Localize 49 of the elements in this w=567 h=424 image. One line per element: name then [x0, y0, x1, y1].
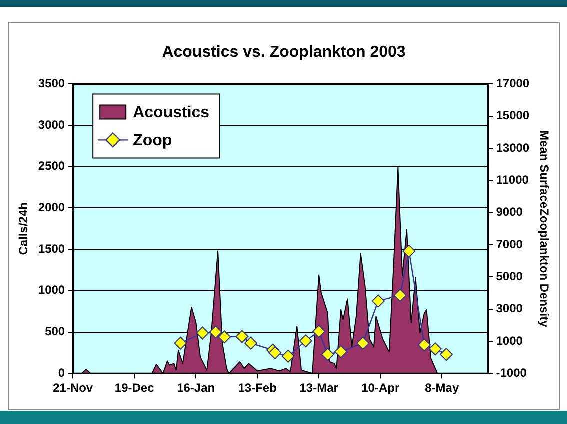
- y2-tick-label: 9000: [496, 205, 524, 220]
- y2-axis-title: Mean SurfaceZooplankton Density: [537, 130, 552, 328]
- point: [440, 348, 453, 362]
- y2-tick-label: 15000: [496, 108, 530, 123]
- point: [312, 325, 326, 338]
- x-tick-label: 16-Jan: [177, 381, 216, 396]
- point: [282, 350, 295, 363]
- point: [402, 244, 416, 258]
- y-tick-label: 1000: [38, 283, 66, 298]
- legend-label: Acoustics: [133, 104, 210, 122]
- point: [372, 294, 385, 308]
- y2-tick-label: 17000: [496, 76, 530, 91]
- legend-label: Zoop: [133, 132, 172, 150]
- x-tick-label: 13-Feb: [238, 381, 277, 396]
- point: [244, 336, 258, 350]
- y-tick-label: 2500: [38, 159, 66, 174]
- point: [429, 342, 442, 356]
- y2-tick-label: 1000: [496, 334, 524, 348]
- y2-tick-label: 13000: [496, 140, 530, 155]
- x-tick-label: 13-Mar: [300, 381, 339, 396]
- x-tick-label: 19-Dec: [114, 381, 155, 396]
- point: [356, 336, 370, 350]
- chart-title: Acoustics vs. Zooplankton 2003: [162, 44, 406, 62]
- point: [268, 346, 282, 360]
- point: [418, 338, 432, 352]
- point: [394, 288, 407, 302]
- y-tick-label: 3000: [38, 118, 66, 132]
- x-tick-label: 21-Nov: [53, 381, 94, 396]
- point: [174, 336, 188, 350]
- y2-tick-label: 5000: [496, 269, 524, 284]
- point: [236, 330, 249, 344]
- y-tick-label: 500: [45, 324, 66, 339]
- point: [299, 334, 312, 348]
- x-tick-label: 10-Apr: [362, 381, 400, 396]
- y-tick-label: 0: [58, 366, 66, 380]
- point: [321, 348, 334, 362]
- y2-tick-label: 3000: [496, 302, 524, 316]
- y-tick-label: 2000: [38, 200, 66, 215]
- y2-tick-label: 7000: [496, 237, 524, 252]
- y-axis-title: Calls/24h: [16, 202, 31, 256]
- y-tick-label: 1500: [38, 242, 66, 256]
- y2-tick-label: 11000: [496, 172, 530, 187]
- point: [209, 326, 222, 339]
- y2-tick-label: -1000: [496, 366, 528, 380]
- point: [334, 345, 348, 358]
- x-tick-label: 8-May: [425, 381, 460, 396]
- y-tick-label: 3500: [38, 76, 66, 91]
- point: [218, 330, 232, 344]
- point: [196, 326, 210, 340]
